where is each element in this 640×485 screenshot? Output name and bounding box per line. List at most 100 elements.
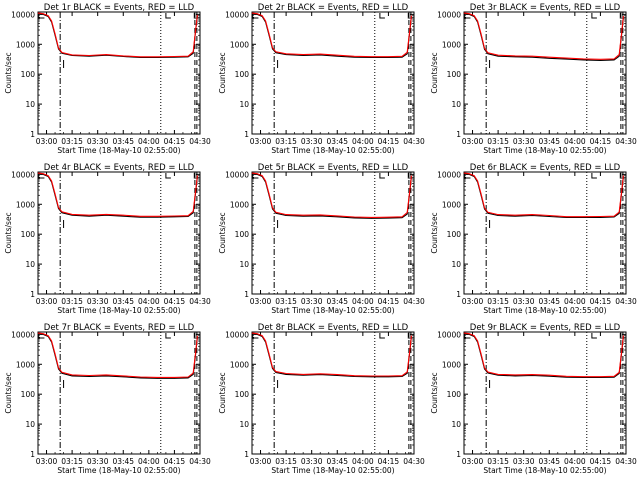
y-tick-label: 10 <box>451 420 461 429</box>
series-point-lld <box>371 375 372 377</box>
series-point-lld <box>71 214 73 215</box>
x-tick-label: 04:15 <box>164 297 186 306</box>
series-point-lld <box>105 214 107 215</box>
series-point-events <box>497 374 499 376</box>
series-point-events <box>192 212 194 214</box>
series-point-events <box>566 58 567 60</box>
series-point-lld <box>531 55 533 57</box>
x-axis-label: Start Time (18-May-10 02:55:00) <box>57 466 180 475</box>
bracket-marker <box>591 333 597 339</box>
series-point-events <box>388 57 389 58</box>
series-point-events <box>285 374 287 375</box>
series-point-events <box>354 56 355 58</box>
series-point-lld <box>621 32 622 33</box>
series-point-events <box>337 55 338 57</box>
x-tick-label: 03:00 <box>250 137 272 146</box>
series-point-lld <box>302 214 304 216</box>
series-point-lld <box>275 371 277 372</box>
bracket-marker <box>463 173 471 179</box>
series-point-lld <box>272 207 273 209</box>
x-axis-label: Start Time (18-May-10 02:55:00) <box>57 306 180 315</box>
series-point-lld <box>468 173 470 174</box>
series-point-lld <box>272 47 273 49</box>
series-point-events <box>302 374 304 376</box>
series-point-lld <box>463 332 465 334</box>
series-point-lld <box>618 54 620 55</box>
x-tick-label: 03:00 <box>250 297 272 306</box>
series-point-lld <box>302 54 304 55</box>
series-point-lld <box>61 52 63 53</box>
y-tick-label: 10 <box>239 260 249 269</box>
series-point-events <box>123 215 124 217</box>
series-point-lld <box>409 191 411 192</box>
y-tick-label: 1 <box>456 290 461 299</box>
series-point-lld <box>47 335 49 337</box>
series-point-lld <box>123 55 124 57</box>
y-axis-label: Counts/sec <box>218 372 227 413</box>
bracket-marker <box>379 13 385 19</box>
x-tick-label: 04:15 <box>590 137 612 146</box>
series-point-events <box>600 217 601 218</box>
plot-frame <box>251 171 415 295</box>
plot-frame <box>37 171 201 295</box>
plot-frame <box>251 11 415 135</box>
x-tick-label: 04:30 <box>615 137 637 146</box>
series-point-events <box>514 215 516 217</box>
series-point-lld <box>388 56 389 57</box>
series-point-events <box>583 59 584 61</box>
x-tick-label: 03:15 <box>487 137 509 146</box>
series-point-lld <box>623 15 624 17</box>
bracket-marker <box>165 173 171 179</box>
plot-frame <box>37 11 201 135</box>
series-line-events <box>463 333 624 379</box>
x-tick-label: 03:15 <box>61 137 83 146</box>
bracket-marker <box>165 333 171 339</box>
series-line-lld <box>251 12 412 58</box>
series-point-events <box>583 217 584 218</box>
x-tick-label: 03:30 <box>87 457 109 466</box>
series-point-lld <box>192 51 194 53</box>
series-point-events <box>187 377 189 379</box>
bracket-marker <box>37 13 45 19</box>
series-point-lld <box>484 367 485 369</box>
y-tick-label: 1 <box>30 450 35 459</box>
series-point-events <box>275 213 277 214</box>
series-point-events <box>549 375 550 377</box>
series-point-events <box>613 216 615 218</box>
x-tick-label: 03:15 <box>61 297 83 306</box>
chart-panel-3: Det 3r BLACK = Events, RED = LLD 1 10 100 10… <box>430 3 637 155</box>
x-tick-label: 03:00 <box>462 137 484 146</box>
series-point-lld <box>42 173 44 174</box>
series-point-lld <box>497 54 499 56</box>
series-point-lld <box>487 371 489 373</box>
series-point-lld <box>623 175 624 176</box>
series-line-lld <box>463 12 624 60</box>
y-tick-label: 10000 <box>11 10 35 19</box>
series-point-events <box>61 373 63 374</box>
x-tick-label: 04:00 <box>564 137 586 146</box>
x-tick-label: 03:45 <box>326 297 348 306</box>
series-point-events <box>487 53 489 55</box>
series-point-events <box>514 375 516 377</box>
x-tick-label: 04:30 <box>189 297 211 306</box>
series-point-lld <box>613 58 615 60</box>
series-point-events <box>302 215 304 217</box>
series-point-lld <box>487 52 489 54</box>
series-point-lld <box>251 332 253 334</box>
series-point-events <box>497 215 499 216</box>
series-point-events <box>123 376 124 378</box>
chart-panel-9: Det 9r BLACK = Events, RED = LLD 1 10 100 10… <box>430 323 637 475</box>
bracket-marker <box>379 173 385 179</box>
series-point-lld <box>514 214 516 216</box>
series-point-events <box>71 375 73 377</box>
series-line-lld <box>37 12 198 58</box>
series-point-lld <box>621 190 622 192</box>
bracket-marker <box>379 333 385 339</box>
series-point-lld <box>480 353 482 355</box>
series-point-lld <box>88 55 90 56</box>
plot-frame <box>463 171 627 295</box>
series-point-lld <box>105 54 107 55</box>
y-tick-label: 1 <box>456 130 461 139</box>
series-point-events <box>140 377 141 379</box>
series-point-lld <box>58 367 59 369</box>
